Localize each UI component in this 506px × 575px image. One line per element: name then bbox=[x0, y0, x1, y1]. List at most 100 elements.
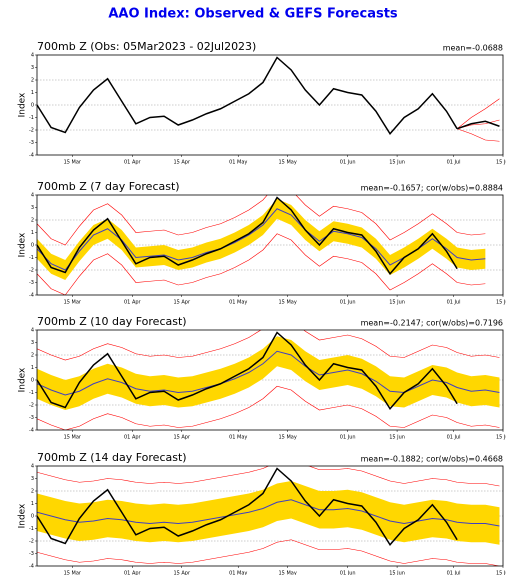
plot-area bbox=[37, 56, 500, 142]
panel-title: 700mb Z (10 day Forecast) bbox=[37, 315, 187, 328]
y-tick-label: 2 bbox=[31, 353, 34, 359]
panel-annotation: mean=-0.2147; cor(w/obs)=0.7196 bbox=[361, 319, 503, 328]
x-tick-label: 01 Jul bbox=[447, 300, 461, 306]
y-tick-label: 0 bbox=[31, 103, 34, 109]
series-line bbox=[37, 539, 500, 566]
y-tick-label: 3 bbox=[31, 340, 34, 346]
y-tick-label: 3 bbox=[31, 476, 34, 482]
figure-title: AAO Index: Observed & GEFS Forecasts bbox=[108, 7, 398, 22]
series-line bbox=[37, 385, 500, 430]
series-line bbox=[456, 120, 500, 130]
panel-title: 700mb Z (7 day Forecast) bbox=[37, 180, 180, 193]
series-line bbox=[37, 331, 458, 411]
x-tick-label: 15 Apr bbox=[173, 300, 191, 306]
x-tick-label: 01 May bbox=[229, 160, 247, 166]
y-axis-label: Index bbox=[18, 503, 28, 528]
x-tick-label: 15 Mar bbox=[64, 300, 82, 306]
plot-area bbox=[37, 466, 500, 566]
plot-frame bbox=[36, 465, 504, 567]
y-tick-label: -2 bbox=[29, 403, 34, 409]
y-tick-label: 0 bbox=[31, 378, 34, 384]
x-tick-label: 15 May bbox=[279, 300, 297, 306]
series-line bbox=[37, 195, 486, 246]
x-tick-label: 01 Apr bbox=[124, 571, 142, 575]
series-line bbox=[37, 467, 458, 547]
y-axis-label: Index bbox=[18, 232, 28, 257]
series-line bbox=[37, 466, 500, 487]
panel-title: 700mb Z (14 day Forecast) bbox=[37, 451, 187, 464]
series-line bbox=[37, 196, 458, 276]
plot-frame bbox=[36, 54, 504, 156]
series-line bbox=[37, 56, 458, 136]
y-tick-label: -4 bbox=[29, 293, 34, 299]
x-tick-label: 01 Jun bbox=[340, 571, 356, 575]
x-tick-label: 01 May bbox=[229, 571, 247, 575]
x-tick-label: 15 May bbox=[279, 571, 297, 575]
x-tick-label: 15 Apr bbox=[173, 571, 191, 575]
y-axis-label: Index bbox=[18, 367, 28, 392]
x-tick-label: 15 Apr bbox=[173, 435, 191, 441]
x-tick-label: 15 Jul bbox=[496, 160, 506, 166]
y-tick-label: 1 bbox=[31, 501, 34, 507]
series-line bbox=[37, 499, 500, 527]
x-tick-label: 01 Jul bbox=[447, 435, 461, 441]
series-line bbox=[37, 350, 500, 396]
x-tick-label: 15 Jul bbox=[496, 435, 506, 441]
y-tick-label: -1 bbox=[29, 255, 34, 261]
series-line bbox=[37, 330, 500, 361]
plot-frame bbox=[36, 329, 504, 431]
y-tick-label: -2 bbox=[29, 539, 34, 545]
series-line bbox=[456, 98, 500, 129]
plot-frame bbox=[36, 194, 504, 296]
series-line bbox=[37, 233, 486, 295]
y-tick-label: -3 bbox=[29, 415, 34, 421]
y-tick-label: -4 bbox=[29, 564, 34, 570]
x-tick-label: 01 Jun bbox=[340, 435, 356, 441]
x-tick-label: 01 Jun bbox=[340, 160, 356, 166]
y-tick-label: -3 bbox=[29, 280, 34, 286]
y-tick-label: 2 bbox=[31, 78, 34, 84]
y-tick-label: -2 bbox=[29, 128, 34, 134]
plot-area bbox=[37, 195, 486, 295]
x-tick-label: 15 Mar bbox=[64, 435, 82, 441]
x-tick-label: 01 Jul bbox=[447, 160, 461, 166]
x-tick-label: 15 Jun bbox=[389, 435, 405, 441]
panel-annotation: mean=-0.1657; cor(w/obs)=0.8884 bbox=[361, 184, 503, 193]
x-tick-label: 01 Jul bbox=[447, 571, 461, 575]
y-tick-label: -3 bbox=[29, 551, 34, 557]
x-tick-label: 15 Jul bbox=[496, 300, 506, 306]
panel-annotation: mean=-0.0688 bbox=[443, 44, 503, 53]
y-tick-label: -1 bbox=[29, 390, 34, 396]
x-tick-label: 01 Apr bbox=[124, 160, 142, 166]
y-tick-label: 3 bbox=[31, 205, 34, 211]
y-tick-label: 1 bbox=[31, 90, 34, 96]
y-tick-label: 4 bbox=[31, 464, 34, 470]
y-tick-label: 2 bbox=[31, 489, 34, 495]
y-tick-label: -2 bbox=[29, 268, 34, 274]
y-tick-label: -4 bbox=[29, 428, 34, 434]
y-tick-label: 1 bbox=[31, 365, 34, 371]
series-line bbox=[457, 128, 500, 142]
y-tick-label: 2 bbox=[31, 218, 34, 224]
x-tick-label: 15 Jun bbox=[389, 160, 405, 166]
y-tick-label: 4 bbox=[31, 193, 34, 199]
x-tick-label: 01 May bbox=[229, 435, 247, 441]
y-tick-label: 4 bbox=[31, 328, 34, 334]
panel-annotation: mean=-0.1882; cor(w/obs)=0.4668 bbox=[361, 455, 503, 464]
x-tick-label: 01 Apr bbox=[124, 300, 142, 306]
y-tick-label: -4 bbox=[29, 153, 34, 159]
y-axis-label: Index bbox=[18, 92, 28, 117]
y-tick-label: 0 bbox=[31, 243, 34, 249]
y-tick-label: 4 bbox=[31, 53, 34, 59]
x-tick-label: 15 Apr bbox=[173, 160, 191, 166]
x-tick-label: 01 Jun bbox=[340, 300, 356, 306]
x-tick-label: 15 May bbox=[279, 435, 297, 441]
y-tick-label: 3 bbox=[31, 65, 34, 71]
panel-title: 700mb Z (Obs: 05Mar2023 - 02Jul2023) bbox=[37, 40, 256, 53]
x-tick-label: 15 Mar bbox=[64, 571, 82, 575]
x-tick-label: 01 May bbox=[229, 300, 247, 306]
x-tick-label: 01 Apr bbox=[124, 435, 142, 441]
x-tick-label: 15 Mar bbox=[64, 160, 82, 166]
